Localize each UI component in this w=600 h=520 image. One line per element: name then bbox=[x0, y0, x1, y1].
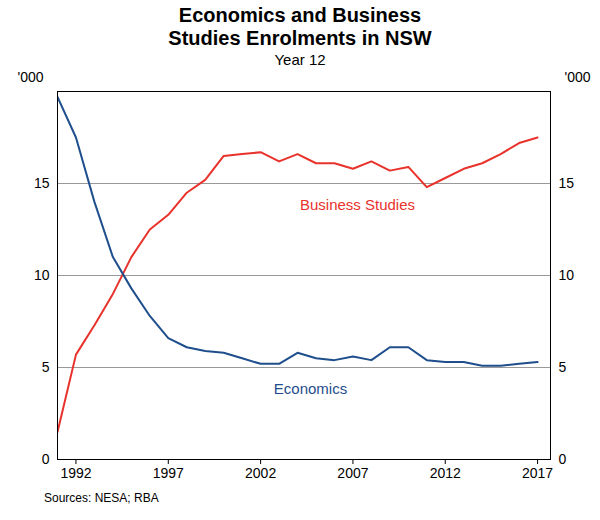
svg-text:Business Studies: Business Studies bbox=[300, 196, 415, 213]
svg-text:2002: 2002 bbox=[245, 465, 276, 481]
svg-text:Economics: Economics bbox=[274, 380, 347, 397]
html-text:Sources: NESA; RBA: Sources: NESA; RBA bbox=[44, 491, 159, 505]
svg-text:10: 10 bbox=[34, 267, 50, 283]
svg-text:1992: 1992 bbox=[60, 465, 91, 481]
svg-text:10: 10 bbox=[559, 267, 575, 283]
svg-text:2017: 2017 bbox=[522, 465, 553, 481]
html-text:Year 12: Year 12 bbox=[274, 51, 326, 68]
html-text:Economics and Business Studies: Economics and Business Studies Enrolment… bbox=[168, 4, 432, 49]
svg-text:2007: 2007 bbox=[337, 465, 368, 481]
svg-text:15: 15 bbox=[559, 175, 575, 191]
svg-text:1997: 1997 bbox=[153, 465, 184, 481]
svg-text:5: 5 bbox=[42, 359, 50, 375]
svg-text:15: 15 bbox=[34, 175, 50, 191]
svg-text:0: 0 bbox=[559, 451, 567, 467]
svg-text:'000: '000 bbox=[18, 69, 44, 85]
svg-text:2012: 2012 bbox=[430, 465, 461, 481]
svg-text:5: 5 bbox=[559, 359, 567, 375]
svg-text:0: 0 bbox=[42, 451, 50, 467]
svg-text:'000: '000 bbox=[564, 69, 590, 85]
